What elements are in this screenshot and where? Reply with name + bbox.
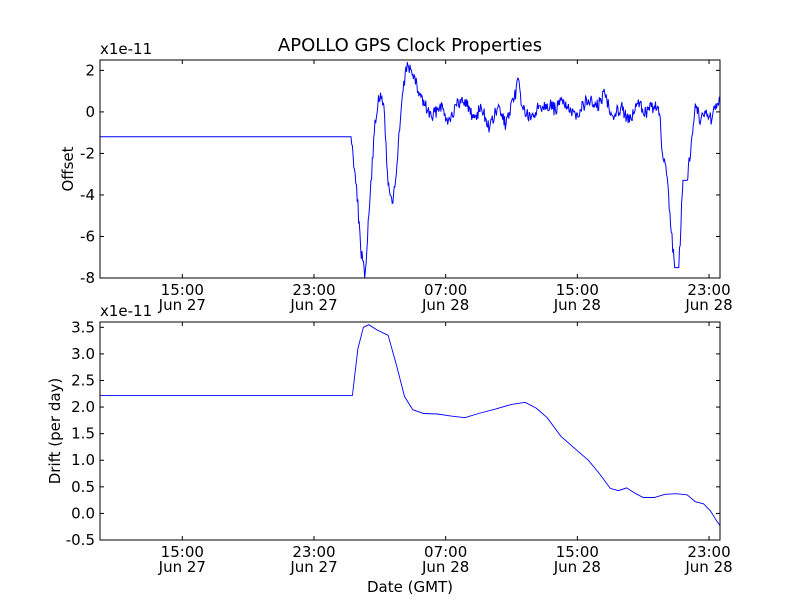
offset-series-line bbox=[100, 62, 721, 279]
drift-y-tick-label: 3.5 bbox=[71, 318, 95, 336]
drift-x-tick-date-label: Jun 27 bbox=[158, 558, 206, 576]
drift-y-tick-label: 3.0 bbox=[71, 345, 95, 363]
drift-y-tick-label: 2.0 bbox=[71, 398, 95, 416]
offset-x-tick-time-label: 15:00 bbox=[556, 281, 599, 299]
drift-y-tick-label: 0.5 bbox=[71, 478, 95, 496]
offset-axis-scale-label: x1e-11 bbox=[100, 40, 152, 58]
offset-x-tick-date-label: Jun 28 bbox=[421, 296, 469, 314]
drift-x-tick-time-label: 23:00 bbox=[687, 543, 730, 561]
offset-axes-frame bbox=[99, 59, 721, 279]
offset-x-tick-time-label: 23:00 bbox=[292, 281, 335, 299]
drift-x-axis-label: Date (GMT) bbox=[367, 578, 453, 596]
drift-y-tick-label: 1.0 bbox=[71, 451, 95, 469]
drift-x-tick-time-label: 15:00 bbox=[161, 543, 204, 561]
drift-series-line bbox=[100, 324, 721, 526]
drift-y-tick-label: -0.5 bbox=[66, 531, 95, 549]
offset-y-tick-label: -6 bbox=[80, 227, 95, 245]
drift-y-axis-label: Drift (per day) bbox=[46, 378, 64, 485]
offset-x-tick-date-label: Jun 28 bbox=[553, 296, 601, 314]
offset-y-axis-label: Offset bbox=[59, 146, 77, 191]
drift-subplot: x1e-11 Drift (per day) Date (GMT) 3.5 3.0… bbox=[46, 302, 733, 596]
offset-x-tick-date-label: Jun 27 bbox=[289, 296, 337, 314]
offset-x-tick-time-label: 07:00 bbox=[424, 281, 467, 299]
offset-y-tick-label: -8 bbox=[80, 269, 95, 287]
drift-x-tick-time-label: 15:00 bbox=[556, 543, 599, 561]
figure-title: APOLLO GPS Clock Properties bbox=[278, 35, 542, 56]
drift-y-tick-label: 1.5 bbox=[71, 425, 95, 443]
drift-axis-scale-label: x1e-11 bbox=[100, 302, 152, 320]
offset-x-tick-time-label: 15:00 bbox=[161, 281, 204, 299]
offset-y-tick-label: 2 bbox=[85, 61, 95, 79]
drift-x-tick-date-label: Jun 28 bbox=[684, 558, 732, 576]
drift-axes-frame bbox=[99, 321, 721, 541]
offset-x-tick-time-label: 23:00 bbox=[687, 281, 730, 299]
offset-y-tick-label: -2 bbox=[80, 144, 95, 162]
offset-x-tick-date-label: Jun 28 bbox=[684, 296, 732, 314]
drift-x-tick-date-label: Jun 28 bbox=[421, 558, 469, 576]
drift-y-tick-label: 2.5 bbox=[71, 371, 95, 389]
offset-y-tick-label: -4 bbox=[80, 186, 95, 204]
drift-x-tick-time-label: 07:00 bbox=[424, 543, 467, 561]
drift-x-tick-date-label: Jun 27 bbox=[289, 558, 337, 576]
drift-x-tick-date-label: Jun 28 bbox=[553, 558, 601, 576]
drift-y-tick-label: 0.0 bbox=[71, 504, 95, 522]
offset-y-tick-label: 0 bbox=[85, 103, 95, 121]
drift-x-tick-time-label: 23:00 bbox=[292, 543, 335, 561]
offset-x-tick-date-label: Jun 27 bbox=[158, 296, 206, 314]
